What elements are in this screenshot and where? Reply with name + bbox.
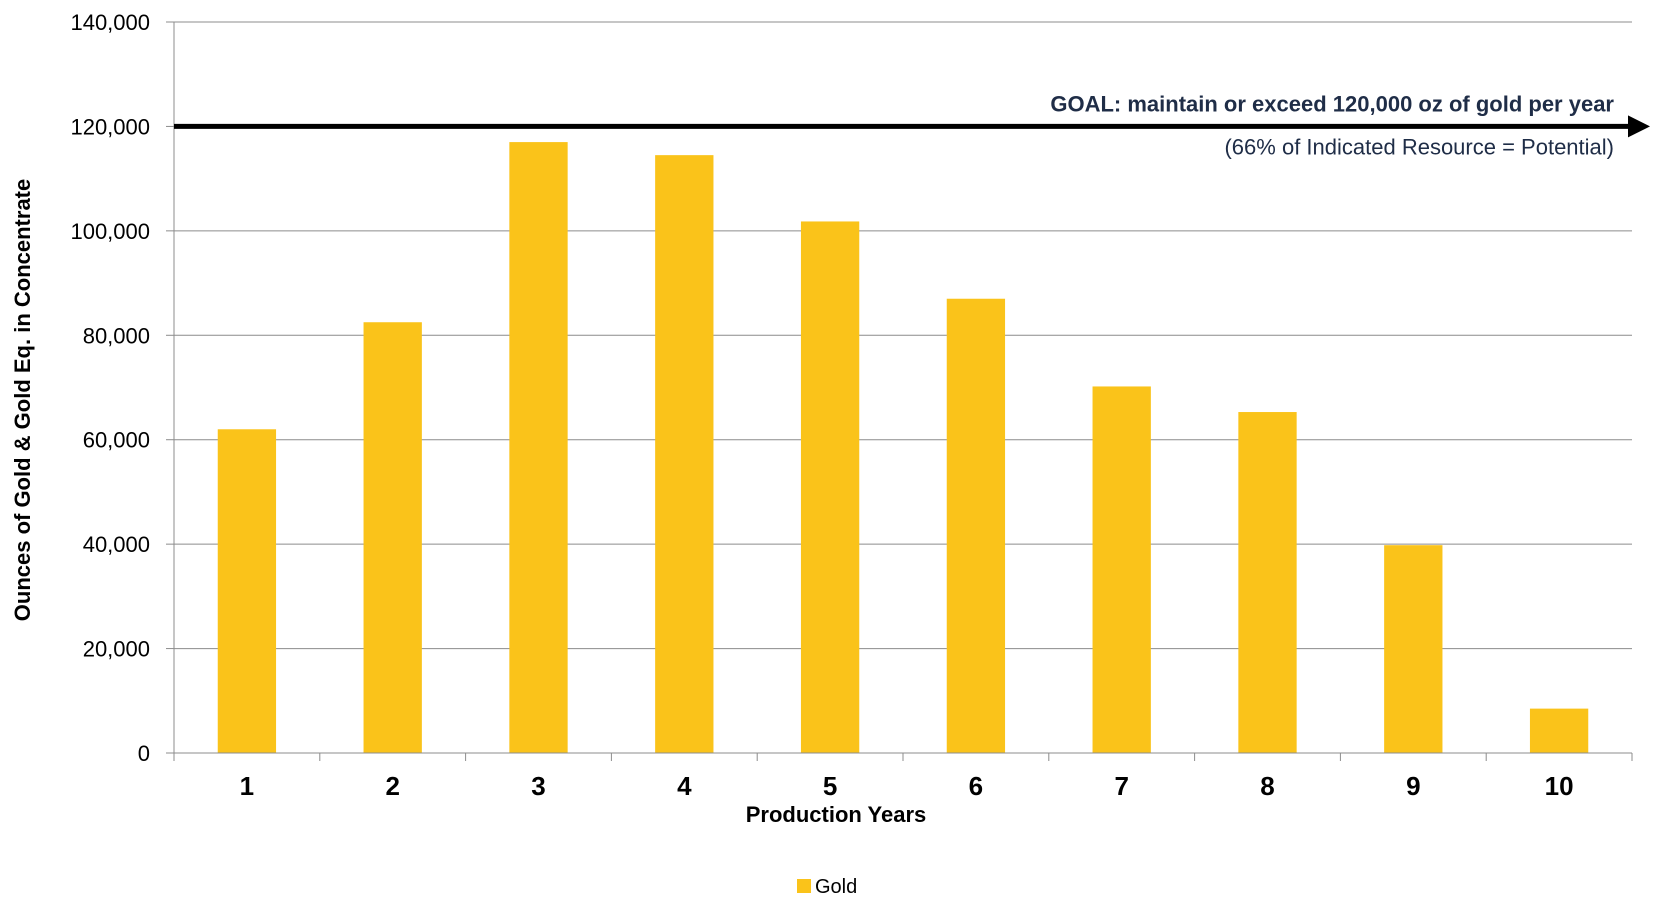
bar-gold (1384, 545, 1443, 753)
y-tick-label: 100,000 (70, 219, 150, 244)
y-tick-label: 120,000 (70, 114, 150, 139)
x-tick-label: 3 (531, 771, 545, 801)
x-tick-label: 9 (1406, 771, 1420, 801)
goal-label: GOAL: maintain or exceed 120,000 oz of g… (1050, 91, 1614, 116)
x-tick-label: 7 (1114, 771, 1128, 801)
x-tick-label: 5 (823, 771, 837, 801)
bar-gold (509, 142, 568, 754)
y-tick-label: 20,000 (83, 637, 150, 662)
x-tick-label: 4 (677, 771, 692, 801)
y-tick-labels: 0 20,000 40,000 60,000 80,000 100,000 120,000 1… (70, 10, 174, 766)
goal-annotation: GOAL: maintain or exceed 120,000 oz of g… (174, 91, 1650, 159)
x-tick-label: 2 (385, 771, 399, 801)
bar-gold (217, 429, 277, 753)
legend-swatch-gold (797, 879, 811, 893)
x-tick-label: 10 (1545, 771, 1574, 801)
x-tick-label: 6 (969, 771, 983, 801)
y-tick-label: 40,000 (83, 532, 150, 557)
x-tick-label: 1 (240, 771, 254, 801)
bar-gold (363, 322, 422, 753)
x-tick-labels: 1 2 3 4 5 6 7 8 9 10 (173, 753, 1633, 801)
legend: Gold (797, 876, 857, 897)
x-axis-title: Production Years (746, 802, 927, 827)
bar-gold (800, 221, 860, 754)
x-tick-label: 8 (1260, 771, 1274, 801)
bar-gold (1092, 386, 1151, 753)
bar-gold (1238, 412, 1297, 753)
bar-gold (655, 155, 714, 753)
legend-label-gold: Gold (815, 876, 857, 897)
bar-gold (946, 298, 1006, 753)
bars (217, 142, 1589, 754)
y-tick-label: 80,000 (83, 323, 150, 348)
bar-gold (1529, 708, 1589, 753)
y-axis-title: Ounces of Gold & Gold Eq. in Concentrate (10, 179, 35, 621)
goal-arrow-icon (1628, 115, 1650, 138)
goal-sublabel: (66% of Indicated Resource = Potential) (1224, 134, 1614, 159)
y-tick-label: 0 (138, 741, 150, 766)
y-tick-label: 60,000 (83, 428, 150, 453)
y-tick-label: 140,000 (70, 10, 150, 35)
